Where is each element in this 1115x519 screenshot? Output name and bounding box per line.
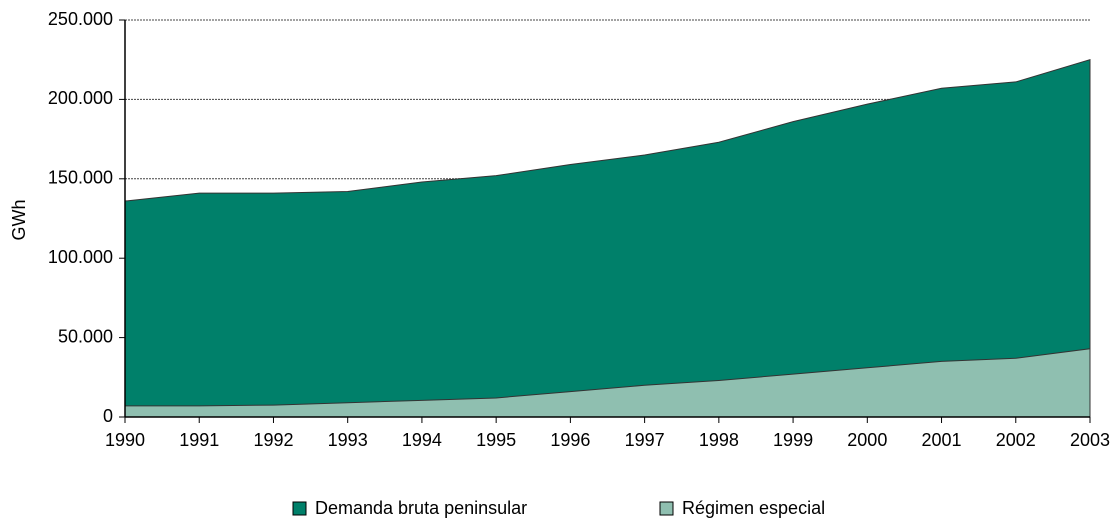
x-tick-label: 1992 xyxy=(253,430,293,450)
x-tick-label: 1993 xyxy=(328,430,368,450)
x-tick-label: 2002 xyxy=(996,430,1036,450)
x-tick-label: 2000 xyxy=(847,430,887,450)
x-tick-label: 1995 xyxy=(476,430,516,450)
x-tick-label: 1996 xyxy=(550,430,590,450)
y-axis-label: GWh xyxy=(9,199,29,240)
x-tick-label: 1999 xyxy=(773,430,813,450)
x-tick-label: 1994 xyxy=(402,430,442,450)
legend-swatch xyxy=(659,501,674,516)
y-tick-label: 50.000 xyxy=(58,326,113,346)
y-tick-label: 150.000 xyxy=(48,168,113,188)
area xyxy=(124,59,1091,418)
legend-label: Régimen especial xyxy=(682,498,825,518)
area xyxy=(124,348,1091,418)
y-tick-label: 100.000 xyxy=(48,247,113,267)
legend-label: Demanda bruta peninsular xyxy=(315,498,527,518)
x-tick-label: 2001 xyxy=(922,430,962,450)
x-tick-label: 1998 xyxy=(699,430,739,450)
x-tick-label: 1997 xyxy=(625,430,665,450)
x-tick-label: 2003 xyxy=(1070,430,1110,450)
y-tick-label: 0 xyxy=(103,406,113,426)
y-tick-label: 200.000 xyxy=(48,88,113,108)
x-tick-label: 1990 xyxy=(105,430,145,450)
x-tick-label: 1991 xyxy=(179,430,219,450)
legend-swatch xyxy=(292,501,307,516)
y-tick-label: 250.000 xyxy=(48,9,113,29)
